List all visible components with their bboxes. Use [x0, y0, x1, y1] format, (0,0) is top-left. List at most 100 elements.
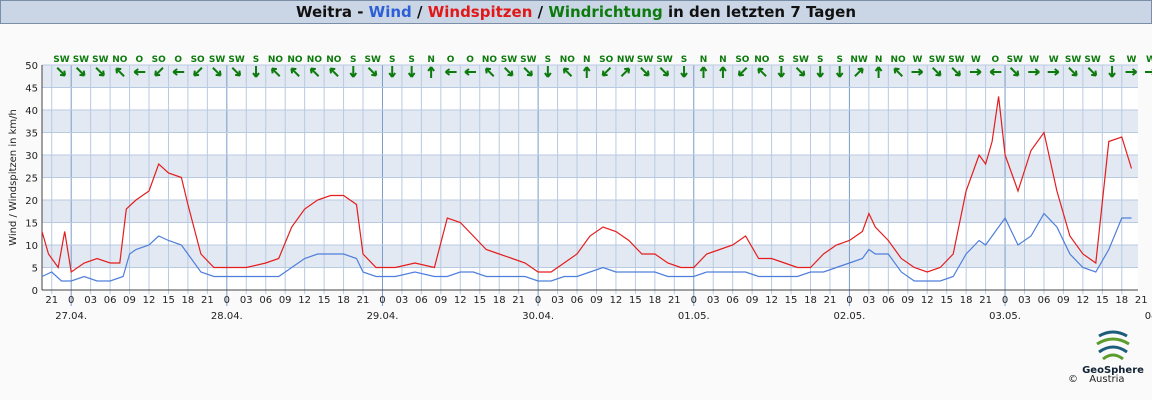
direction-arrow [562, 67, 573, 77]
direction-label: SW [520, 55, 536, 65]
x-tick-label: 03 [84, 295, 97, 306]
direction-arrow [874, 66, 883, 78]
direction-label: W [1029, 55, 1039, 65]
direction-arrow [154, 67, 164, 77]
direction-arrow [640, 67, 650, 77]
direction-label: NO [326, 55, 342, 65]
direction-label: N [583, 55, 591, 65]
direction-arrow [133, 68, 146, 76]
x-tick-label: 0 [846, 295, 852, 306]
x-tick-label: 03 [1018, 295, 1031, 306]
title-sep-2: / [411, 3, 428, 21]
direction-arrow [56, 67, 66, 77]
direction-arrow [349, 66, 358, 78]
direction-arrow [1108, 66, 1116, 78]
y-tick-label: 45 [25, 84, 38, 95]
x-tick-label: 21 [201, 295, 214, 306]
direction-arrow [659, 67, 670, 77]
title-suffix: in den letzten 7 Tagen [662, 3, 857, 21]
y-tick-label: 15 [25, 219, 38, 230]
direction-arrow [231, 67, 242, 77]
direction-arrow [252, 66, 260, 78]
direction-label: NO [112, 55, 128, 65]
direction-label: SW [1065, 55, 1081, 65]
direction-label: SW [209, 55, 225, 65]
direction-label: S [545, 55, 551, 65]
plot-band [42, 110, 1138, 133]
direction-arrow [212, 67, 222, 77]
direction-arrow [503, 67, 514, 77]
direction-arrow [777, 66, 786, 78]
x-tick-label: 21 [979, 295, 992, 306]
x-tick-label: 06 [571, 295, 584, 306]
direction-label: SW [948, 55, 964, 65]
plot-band [42, 65, 1138, 88]
title-peak: Windspitzen [427, 3, 533, 21]
direction-arrow [719, 66, 727, 78]
x-tick-label: 12 [454, 295, 467, 306]
direction-label: SW [73, 55, 89, 65]
y-tick-label: 30 [25, 151, 38, 162]
copyright: © Austria [1068, 374, 1125, 385]
direction-arrow [1087, 67, 1098, 77]
direction-arrow [1125, 68, 1138, 76]
logo-name: GeoSphere [1082, 365, 1144, 376]
direction-label: NO [890, 55, 906, 65]
date-label: 27.04. [55, 311, 87, 322]
direction-arrow [932, 67, 942, 77]
x-tick-label: 06 [259, 295, 272, 306]
x-tick-label: 06 [1038, 295, 1051, 306]
wind-series-line [41, 212, 1132, 282]
date-label: 30.04. [522, 311, 554, 322]
x-tick-label: 09 [1057, 295, 1070, 306]
x-tick-label: 09 [434, 295, 447, 306]
direction-arrow [523, 67, 533, 77]
geosphere-logo: GeoSphere [1078, 328, 1148, 390]
direction-arrow [854, 67, 864, 77]
direction-label: O [174, 55, 182, 65]
x-tick-label: 09 [901, 295, 914, 306]
title-sep-1: - [351, 3, 369, 21]
direction-arrow [816, 66, 825, 78]
direction-arrow [911, 68, 924, 76]
direction-arrow [193, 67, 203, 77]
logo-country: Austria [1089, 374, 1125, 385]
direction-arrow [464, 68, 477, 76]
direction-arrow [1144, 68, 1152, 76]
x-tick-label: 0 [379, 295, 385, 306]
direction-arrow [444, 68, 457, 76]
x-tick-label: 15 [785, 295, 798, 306]
direction-label: SW [637, 55, 653, 65]
direction-label: S [817, 55, 823, 65]
direction-label: NO [268, 55, 284, 65]
direction-arrow [407, 66, 416, 78]
y-tick-label: 20 [25, 196, 38, 207]
y-tick-label: 25 [25, 174, 38, 185]
chart-title: Weitra - Wind / Windspitzen / Windrichtu… [0, 0, 1152, 24]
direction-label: NO [307, 55, 323, 65]
direction-label: SW [365, 55, 381, 65]
direction-arrow [172, 68, 185, 76]
direction-label: NO [287, 55, 303, 65]
direction-label: S [778, 55, 784, 65]
y-tick-label: 50 [25, 61, 38, 72]
direction-arrow [795, 67, 806, 77]
x-tick-label: 21 [357, 295, 370, 306]
x-tick-label: 12 [921, 295, 934, 306]
direction-label: S [253, 55, 259, 65]
direction-arrow [544, 66, 552, 78]
direction-label: S [408, 55, 414, 65]
direction-label: S [1109, 55, 1115, 65]
direction-arrow [680, 66, 688, 78]
direction-arrow [969, 68, 982, 76]
x-tick-label: 18 [493, 295, 506, 306]
x-tick-label: 21 [45, 295, 58, 306]
x-tick-label: 06 [726, 295, 739, 306]
direction-arrow [601, 67, 612, 77]
direction-arrow [329, 67, 339, 77]
y-tick-label: 40 [25, 106, 38, 117]
direction-label: SW [656, 55, 672, 65]
direction-label: S [389, 55, 395, 65]
direction-arrow [757, 67, 767, 77]
